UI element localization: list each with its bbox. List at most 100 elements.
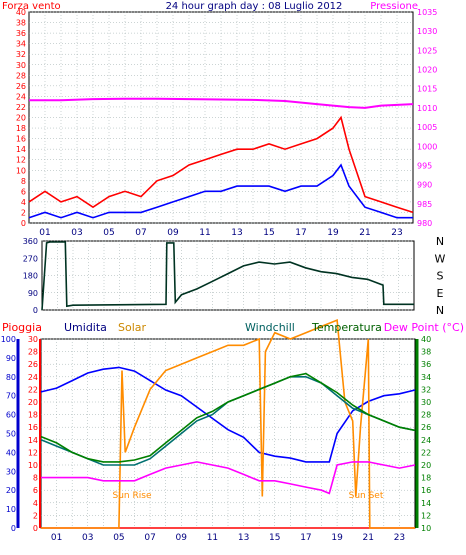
x-tick-label: 01: [51, 533, 62, 543]
humidity-tick-label: 90: [6, 354, 16, 363]
x-tick-label: 01: [39, 228, 50, 238]
rain-tick-label: 2: [33, 511, 38, 520]
temperature-tick-label: 30: [421, 398, 431, 407]
humidity-tick-label: 0: [11, 524, 16, 533]
series-line-temperatura: [40, 372, 416, 463]
pressure-tick-label: 995: [417, 161, 432, 170]
x-tick-label: 03: [71, 228, 82, 238]
wind-tick-label: 16: [16, 135, 26, 144]
wind-tick-label: 38: [16, 19, 26, 28]
rain-tick-label: 0: [33, 524, 38, 533]
pressure-tick-label: 1005: [417, 123, 437, 132]
dewpoint-label: Dew Point (°C): [384, 321, 464, 334]
wind-tick-label: 4: [21, 198, 26, 207]
wind-tick-label: 24: [16, 92, 26, 101]
rain-tick-label: 28: [28, 348, 38, 357]
humidity-tick-label: 10: [6, 505, 16, 514]
direction-tick-label: 270: [23, 254, 38, 263]
series-line-wind-direction: [41, 241, 414, 311]
wind-tick-label: 36: [16, 29, 26, 38]
rain-tick-label: 26: [28, 360, 38, 369]
x-tick-label: 11: [199, 228, 210, 238]
temperature-tick-label: 18: [421, 474, 431, 483]
rain-tick-label: 4: [33, 499, 38, 508]
x-tick-label: 19: [327, 228, 339, 238]
temperature-tick-label: 20: [421, 461, 431, 470]
temperature-tick-label: 36: [421, 360, 431, 369]
humidity-tick-label: 20: [6, 486, 16, 495]
x-tick-label: 09: [167, 228, 179, 238]
x-tick-label: 07: [144, 533, 155, 543]
solar-label: Solar: [118, 321, 147, 334]
wind-tick-label: 2: [21, 208, 26, 217]
temperature-tick-label: 22: [421, 448, 431, 457]
wind-tick-label: 28: [16, 71, 26, 80]
wind-tick-label: 18: [16, 124, 26, 133]
humidity-tick-label: 100: [1, 335, 16, 344]
pressure-tick-label: 1025: [417, 46, 437, 55]
x-tick-label: 23: [394, 533, 405, 543]
temperature-label: Temperatura: [311, 321, 382, 334]
pressure-tick-label: 1000: [417, 142, 437, 151]
temperature-tick-label: 12: [421, 511, 431, 520]
wind-tick-label: 12: [16, 156, 26, 165]
wind-left-label: Forza vento: [2, 1, 61, 12]
series-line-gust: [28, 163, 413, 219]
x-tick-label: 21: [359, 228, 370, 238]
rain-tick-label: 6: [33, 486, 38, 495]
x-tick-label: 19: [331, 533, 343, 543]
x-tick-label: 15: [263, 228, 274, 238]
series-line-forza-vento: [28, 115, 414, 214]
rain-tick-label: 16: [28, 423, 38, 432]
x-tick-label: 23: [391, 228, 402, 238]
tick-labels: 01 03 05 07 09 11 13 15 17 19 21 23 01 03 05 07 09 11 13 15…: [1, 8, 446, 543]
wind-tick-label: 14: [16, 145, 26, 154]
pressure-tick-label: 1015: [417, 85, 437, 94]
wind-right-label: Pressione: [370, 1, 418, 12]
humidity-tick-label: 40: [6, 448, 16, 457]
compass-label: W: [435, 252, 446, 265]
rain-tick-label: 10: [28, 461, 38, 470]
rain-label: Pioggia: [2, 321, 42, 334]
temperature-tick-label: 14: [421, 499, 431, 508]
rain-tick-label: 18: [28, 411, 38, 420]
wind-tick-label: 40: [16, 8, 26, 17]
wind-tick-label: 8: [21, 177, 26, 186]
grid-lines: [29, 11, 415, 529]
rain-tick-label: 24: [28, 373, 38, 382]
wind-tick-label: 0: [21, 219, 26, 228]
temperature-tick-label: 10: [421, 524, 431, 533]
compass-label: N: [436, 235, 444, 248]
pressure-tick-label: 1035: [417, 8, 437, 17]
wind-tick-label: 20: [16, 114, 26, 123]
x-tick-label: 17: [295, 228, 306, 238]
x-tick-label: 05: [113, 533, 124, 543]
x-tick-label: 13: [231, 228, 242, 238]
pressure-tick-label: 990: [417, 181, 432, 190]
rain-tick-label: 8: [33, 474, 38, 483]
series-line-pressione: [29, 97, 414, 109]
compass-label: S: [437, 270, 444, 283]
wind-tick-label: 30: [16, 61, 26, 70]
humidity-tick-label: 70: [6, 392, 16, 401]
sunset-annotation: Sun Set: [349, 491, 384, 501]
temperature-tick-label: 34: [421, 373, 431, 382]
rain-tick-label: 14: [28, 436, 38, 445]
temperature-tick-label: 16: [421, 486, 431, 495]
pressure-tick-label: 1010: [417, 104, 437, 113]
temperature-tick-label: 26: [421, 423, 431, 432]
sunrise-annotation: Sun Rise: [113, 491, 152, 501]
temperature-tick-label: 28: [421, 411, 431, 420]
humidity-tick-label: 60: [6, 411, 16, 420]
rain-tick-label: 22: [28, 385, 38, 394]
chart-title: 24 hour graph day : 08 Luglio 2012: [166, 1, 343, 12]
x-tick-label: 13: [238, 533, 249, 543]
wind-tick-label: 26: [16, 82, 26, 91]
x-tick-label: 07: [135, 228, 146, 238]
wind-tick-label: 32: [16, 50, 26, 59]
data-series: [16, 97, 419, 529]
temperature-tick-label: 40: [421, 335, 431, 344]
direction-tick-label: 180: [23, 272, 38, 281]
wind-tick-label: 22: [16, 103, 26, 112]
